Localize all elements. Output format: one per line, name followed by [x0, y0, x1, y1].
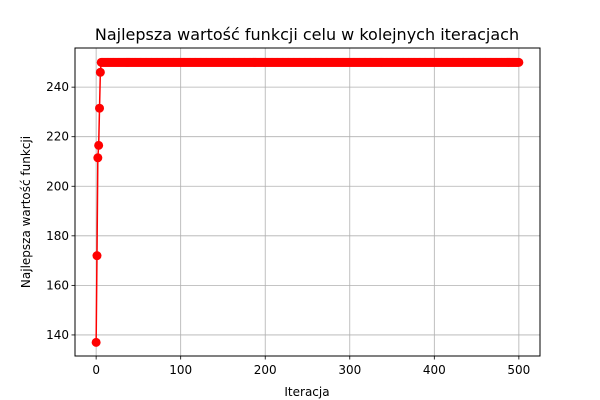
- y-tick-label: 160: [46, 278, 69, 292]
- data-point: [94, 140, 104, 150]
- series-line-group: [91, 57, 524, 347]
- x-tick-label: 400: [423, 363, 446, 377]
- x-tick-label: 300: [338, 363, 361, 377]
- y-tick-label: 200: [46, 179, 69, 193]
- y-tick-label: 180: [46, 229, 69, 243]
- chart-title: Najlepsza wartość funkcji celu w kolejny…: [95, 25, 519, 44]
- x-tick-label: 200: [254, 363, 277, 377]
- plot-frame: [74, 47, 541, 357]
- data-point: [93, 153, 103, 163]
- series-line: [95, 61, 519, 343]
- y-axis-ticks: 140 160 180 200 220 240: [46, 80, 75, 342]
- data-point: [92, 251, 102, 261]
- grid: [75, 48, 540, 356]
- x-axis-ticks: 0 100 200 300 400 500: [92, 356, 530, 377]
- data-point: [91, 337, 101, 347]
- y-tick-label: 240: [46, 80, 69, 94]
- y-tick-label: 220: [46, 130, 69, 144]
- y-tick-label: 140: [46, 328, 69, 342]
- data-point: [514, 57, 524, 67]
- data-point: [95, 67, 105, 77]
- data-point: [95, 103, 105, 113]
- y-axis-label: Najlepsza wartość funkcji: [19, 136, 33, 288]
- x-tick-label: 0: [92, 363, 100, 377]
- x-tick-label: 500: [507, 363, 530, 377]
- x-axis-label: Iteracja: [284, 385, 329, 399]
- x-tick-label: 100: [169, 363, 192, 377]
